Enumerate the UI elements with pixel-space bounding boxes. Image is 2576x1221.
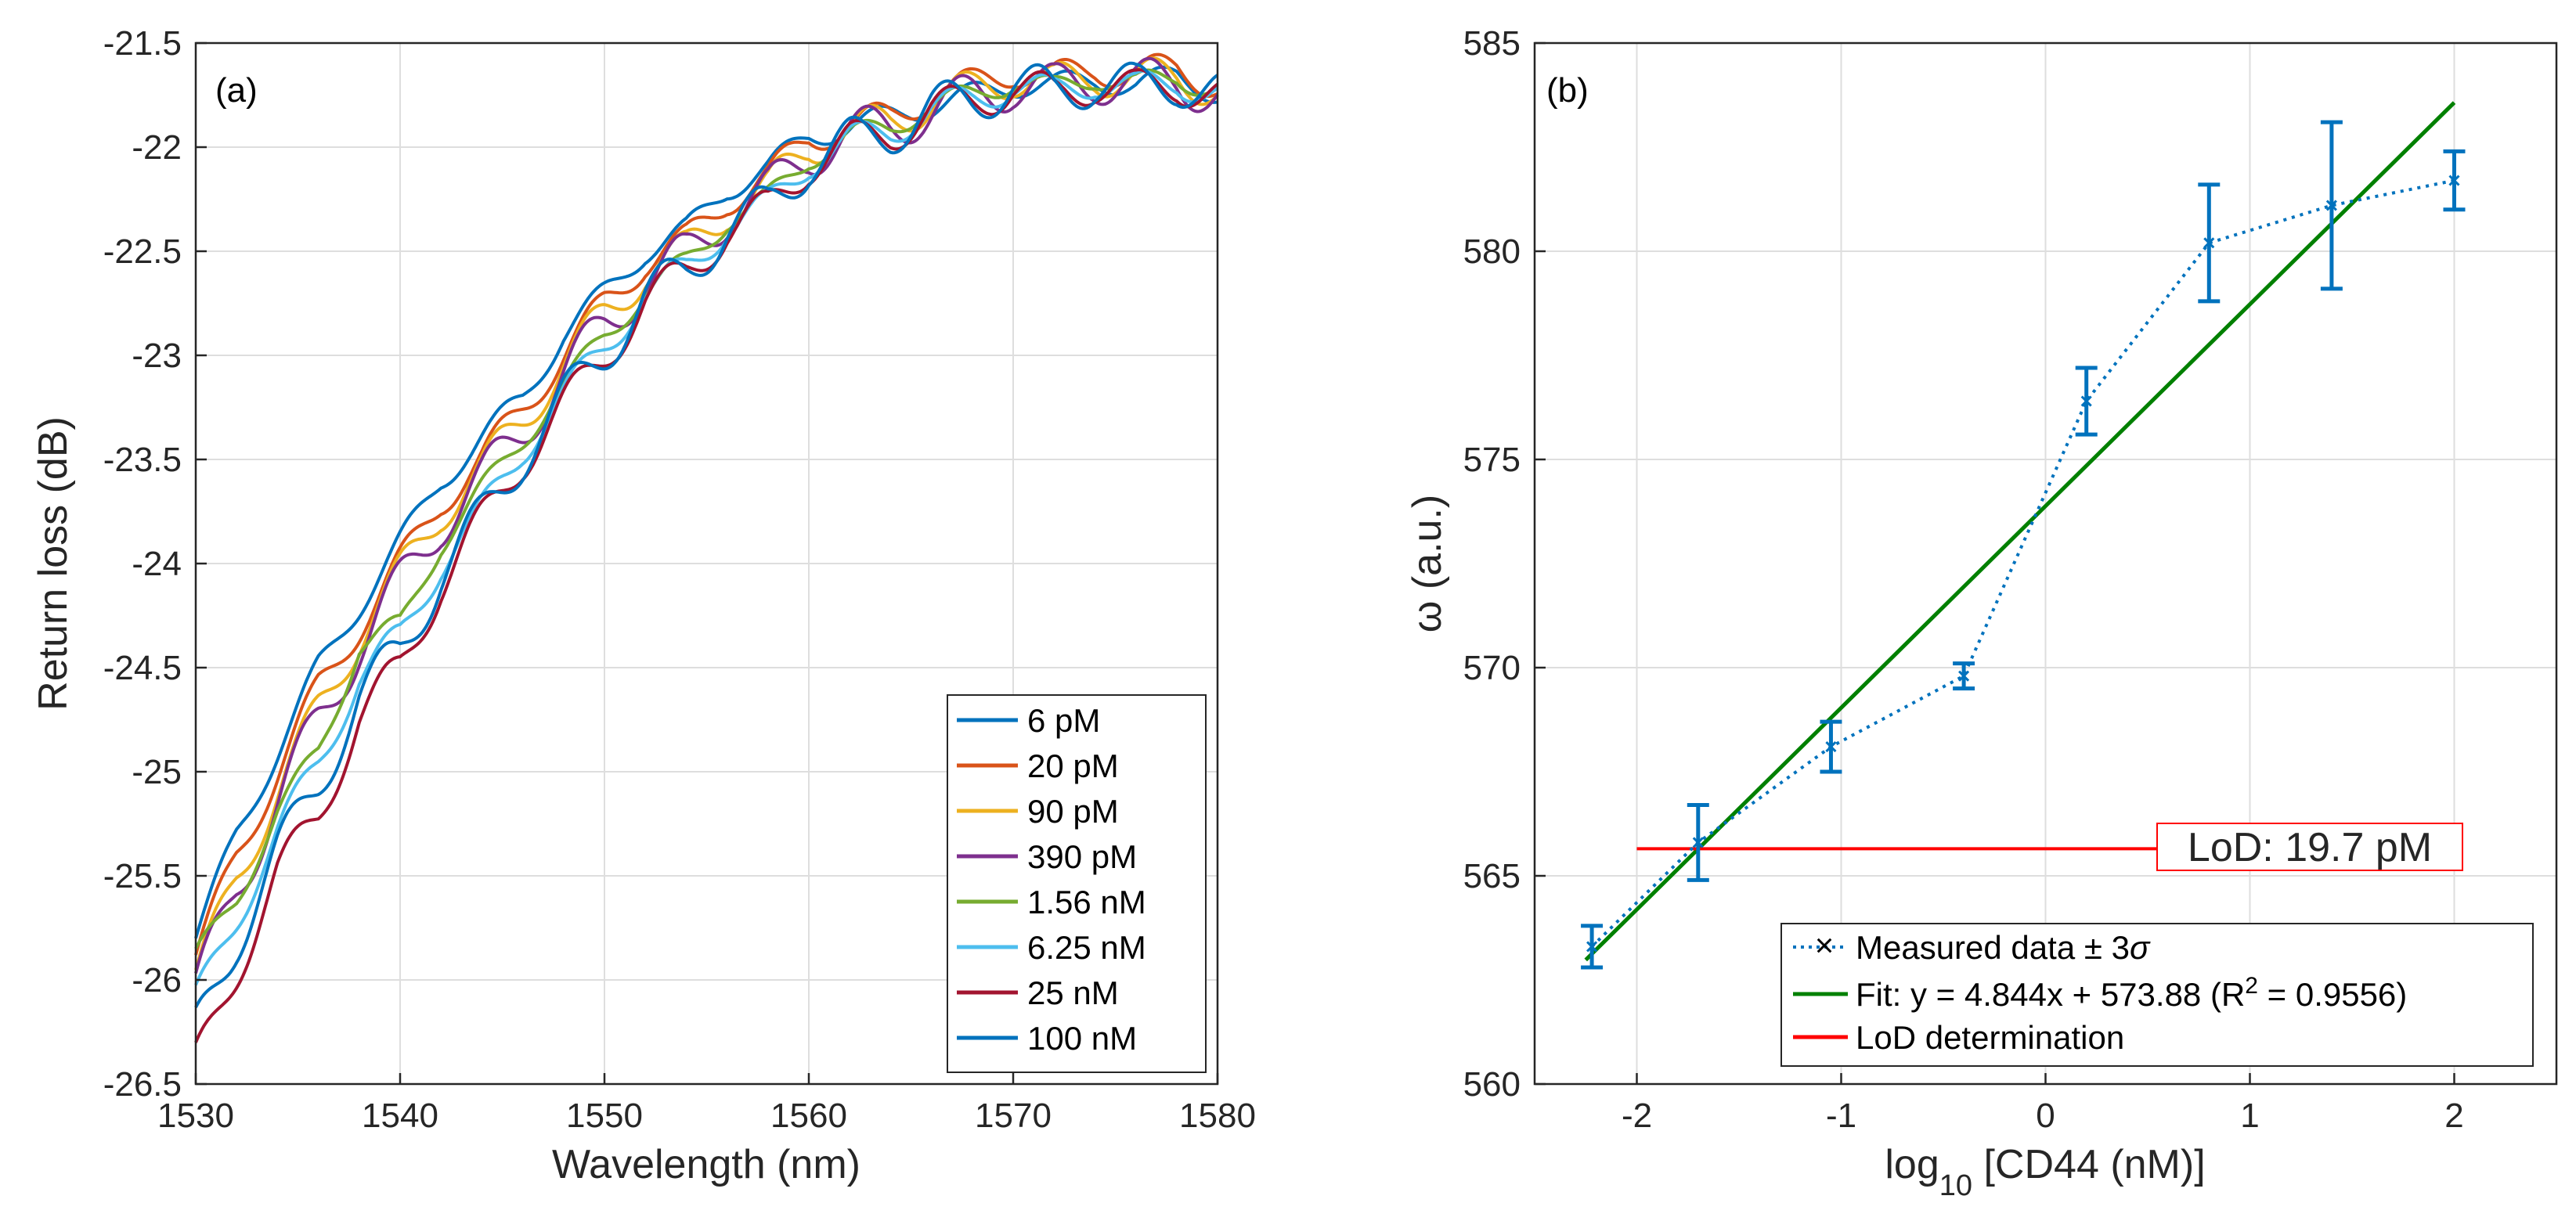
legend-fit-suffix: = 0.9556) bbox=[2258, 976, 2407, 1013]
panel-b: -2 -1 0 1 2 560 565 570 575 580 585 (b) log10 [CD4… bbox=[1405, 24, 2558, 1202]
panel-a-ytick-label: -25 bbox=[132, 753, 182, 791]
panel-b-ticks: -2 -1 0 1 2 560 565 570 575 580 585 bbox=[1463, 24, 2464, 1135]
panel-a-ytick-label: -24.5 bbox=[103, 649, 182, 687]
panel-a-ytick-label: -25.5 bbox=[103, 857, 182, 895]
panel-a-ytick-label: -26.5 bbox=[103, 1065, 182, 1104]
panel-a-legend-label: 100 nM bbox=[1027, 1020, 1137, 1057]
panel-a-legend-label: 390 pM bbox=[1027, 838, 1137, 875]
panel-a-legend-label: 6 pM bbox=[1027, 702, 1100, 739]
panel-a-xtick-label: 1570 bbox=[975, 1097, 1052, 1135]
panel-b-point bbox=[1825, 741, 1837, 753]
panel-b-xtick-label: 1 bbox=[2240, 1097, 2259, 1135]
panel-b-ytick-label: 580 bbox=[1463, 232, 1521, 271]
panel-a-legend-box bbox=[947, 694, 1207, 1073]
panel-a-ticks: 1530 1540 1550 1560 1570 1580 -21.5 -22 -22.5 -23… bbox=[103, 24, 1256, 1135]
legend-measured-marker: × bbox=[1815, 927, 1835, 963]
panel-b-point bbox=[1692, 837, 1704, 848]
panel-a-xtick-label: 1550 bbox=[566, 1097, 643, 1135]
panel-a: 1530 1540 1550 1560 1570 1580 -21.5 -22 -22.5 -23… bbox=[31, 24, 1256, 1187]
panel-b-label: (b) bbox=[1546, 71, 1589, 110]
panel-a-legend-items: 6 pM 20 pM 90 pM 390 pM 1.56 nM 6.25 nM 25 nM 1… bbox=[957, 702, 1146, 1057]
panel-b-legend: × Measured data ± 3σ Fit: y = 4.844x + 5… bbox=[1780, 923, 2534, 1067]
legend-fit-sup: 2 bbox=[2245, 973, 2258, 999]
legend-measured-suffix: ± 3 bbox=[2084, 929, 2130, 966]
panel-a-legend-label: 6.25 nM bbox=[1027, 929, 1146, 966]
panel-a-legend-label: 1.56 nM bbox=[1027, 884, 1146, 920]
panel-a-ytick-label: -23.5 bbox=[103, 441, 182, 479]
panel-a-ytick-label: -22.5 bbox=[103, 232, 182, 271]
panel-a-xtick-label: 1580 bbox=[1179, 1097, 1256, 1135]
panel-b-point bbox=[2080, 395, 2092, 407]
panel-a-xtick-label: 1540 bbox=[362, 1097, 438, 1135]
panel-b-ylabel: ω (a.u.) bbox=[1405, 495, 1450, 632]
panel-a-series-0 bbox=[194, 65, 1218, 939]
legend-fit-text: Fit: y = 4.844x + 573.88 (R2 = 0.9556) bbox=[1856, 973, 2407, 1013]
panel-a-ytick-label: -21.5 bbox=[103, 24, 182, 63]
panel-b-point bbox=[2203, 237, 2215, 249]
panel-a-ylabel: Return loss (dB) bbox=[31, 416, 76, 711]
lod-annotation-box bbox=[2156, 823, 2463, 871]
panel-b-point bbox=[2325, 200, 2337, 211]
panel-b-xlabel-log: log bbox=[1885, 1142, 1939, 1187]
panel-b-xtick-label: 2 bbox=[2444, 1097, 2463, 1135]
legend-measured-sigma: σ bbox=[2130, 929, 2151, 966]
panel-a-series-7 bbox=[194, 61, 1219, 1009]
panel-b-legend-box bbox=[1780, 923, 2534, 1067]
legend-fit-prefix: Fit: y = 4.844x + 573.88 (R bbox=[1856, 976, 2245, 1013]
panel-a-legend-label: 90 pM bbox=[1027, 793, 1119, 830]
panel-b-point bbox=[1586, 941, 1598, 953]
panel-a-xtick-label: 1560 bbox=[770, 1097, 847, 1135]
legend-measured-text: Measured data ± 3σ bbox=[1856, 929, 2151, 966]
panel-b-xlabel-rest: [CD44 (nM)] bbox=[1972, 1142, 2206, 1187]
panel-b-ytick-label: 585 bbox=[1463, 24, 1521, 63]
panel-a-lines bbox=[194, 52, 1219, 1043]
panel-b-fit-line bbox=[1584, 101, 2456, 962]
panel-a-xlabel: Wavelength (nm) bbox=[552, 1142, 860, 1187]
panel-a-xtick-label: 1530 bbox=[157, 1097, 234, 1135]
panel-b-ytick-label: 560 bbox=[1463, 1065, 1521, 1104]
panel-b-ytick-label: 570 bbox=[1463, 649, 1521, 687]
panel-a-ytick-label: -22 bbox=[132, 128, 182, 167]
panel-b-xtick-label: -1 bbox=[1826, 1097, 1856, 1135]
panel-b-xlabel-sub: 10 bbox=[1939, 1169, 1972, 1202]
legend-measured-prefix: Measured data bbox=[1856, 929, 2084, 966]
panel-a-series-6 bbox=[194, 68, 1219, 1043]
panel-b-xtick-label: -2 bbox=[1622, 1097, 1652, 1135]
panel-b-ytick-label: 565 bbox=[1463, 857, 1521, 895]
panel-b-point bbox=[2448, 175, 2460, 186]
panel-b-measured-line bbox=[1590, 178, 2455, 948]
panel-a-label: (a) bbox=[215, 71, 258, 110]
panel-a-legend: 6 pM 20 pM 90 pM 390 pM 1.56 nM 6.25 nM 25 nM 1… bbox=[947, 694, 1207, 1073]
panel-b-xtick-label: 0 bbox=[2036, 1097, 2055, 1135]
lod-annotation: LoD: 19.7 pM bbox=[2156, 823, 2463, 871]
panel-a-ytick-label: -24 bbox=[132, 545, 182, 583]
panel-b-ytick-label: 575 bbox=[1463, 441, 1521, 479]
panel-a-ytick-label: -26 bbox=[132, 961, 182, 999]
lod-annotation-text: LoD: 19.7 pM bbox=[2188, 825, 2432, 870]
panel-a-legend-label: 25 nM bbox=[1027, 974, 1119, 1011]
panel-a-legend-label: 20 pM bbox=[1027, 747, 1119, 784]
panel-b-xlabel: log10 [CD44 (nM)] bbox=[1885, 1142, 2205, 1202]
panel-a-ytick-label: -23 bbox=[132, 337, 182, 375]
legend-lod-text: LoD determination bbox=[1856, 1019, 2124, 1056]
panel-b-point bbox=[1958, 670, 1970, 682]
panel-b-lines bbox=[1581, 101, 2466, 970]
